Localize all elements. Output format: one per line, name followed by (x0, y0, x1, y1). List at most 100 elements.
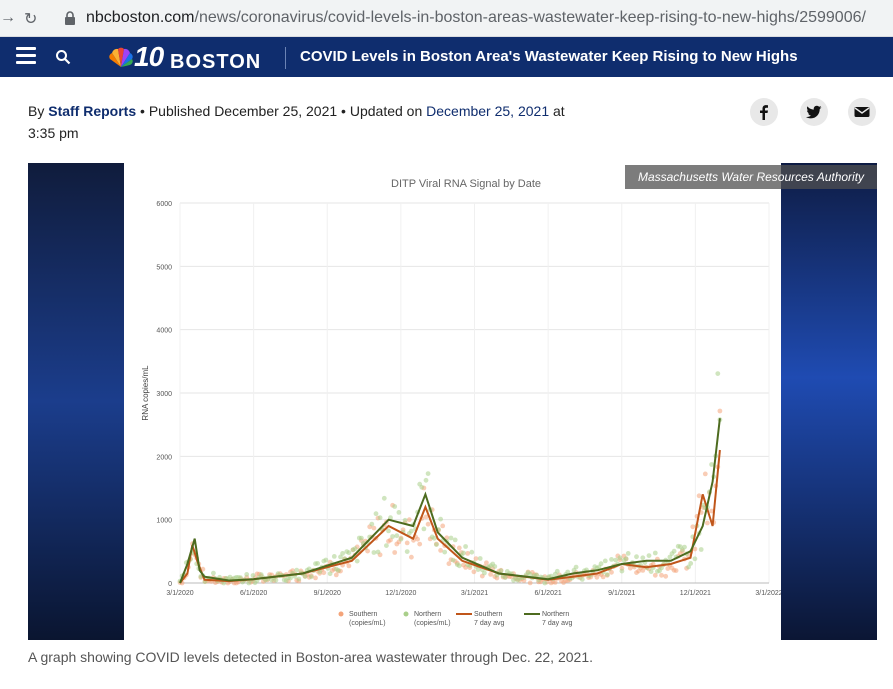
scatter-point (273, 577, 279, 583)
scatter-point (371, 525, 377, 531)
scatter-point (477, 556, 483, 561)
header-headline: COVID Levels in Boston Area's Wastewater… (300, 48, 798, 65)
scatter-point (409, 554, 414, 560)
scatter-point (702, 471, 708, 477)
scatter-point (327, 571, 333, 577)
scatter-point (527, 580, 533, 586)
scatter-point (336, 567, 341, 573)
article-byline: By Staff Reports • Published December 25… (28, 100, 588, 144)
url-path: /news/coronavirus/covid-levels-in-boston… (194, 9, 866, 26)
x-tick-label: 12/1/2021 (680, 590, 711, 597)
scatter-point (371, 550, 377, 555)
legend-marker (338, 611, 344, 617)
byline-published: • Published December 25, 2021 • Updated … (136, 103, 427, 119)
image-credit: Massachusetts Water Resources Authority (625, 165, 877, 189)
scatter-point (421, 526, 427, 532)
scatter-point (573, 564, 579, 570)
scatter-point (333, 572, 339, 578)
address-bar[interactable]: nbcboston.com/news/coronavirus/covid-lev… (86, 9, 866, 27)
scatter-point (542, 580, 548, 586)
scatter-point (452, 537, 458, 543)
scatter-point (640, 555, 646, 561)
logo-city: BOSTON (170, 51, 262, 73)
x-tick-label: 9/1/2021 (608, 590, 635, 597)
scatter-point (471, 569, 477, 575)
scatter-point (463, 544, 468, 549)
facebook-share-button[interactable] (750, 98, 778, 126)
scatter-point (359, 535, 364, 541)
y-tick-label: 2000 (156, 454, 172, 461)
scatter-point (692, 546, 698, 552)
scatter-point (302, 574, 308, 579)
x-tick-label: 9/1/2020 (314, 590, 341, 597)
scatter-point (652, 572, 658, 578)
scatter-point (431, 535, 437, 541)
legend-label: Northern (542, 611, 569, 618)
scatter-point (456, 563, 462, 569)
scatter-point (623, 556, 629, 561)
menu-icon[interactable] (16, 47, 36, 65)
scatter-point (609, 557, 614, 562)
scatter-point (456, 545, 462, 551)
scatter-point (671, 548, 677, 554)
scatter-point (406, 517, 412, 523)
scatter-point (440, 523, 446, 529)
y-tick-label: 1000 (156, 518, 172, 525)
scatter-point (375, 549, 381, 555)
scatter-point (696, 493, 702, 499)
email-share-button[interactable] (848, 98, 876, 126)
scatter-point (619, 568, 625, 574)
x-tick-label: 3/1/2020 (166, 590, 193, 597)
x-tick-label: 6/1/2020 (240, 590, 267, 597)
scatter-point (398, 536, 404, 542)
lock-icon (65, 11, 75, 25)
scatter-point (423, 514, 429, 520)
scatter-point (321, 570, 327, 576)
scatter-point (717, 408, 723, 414)
scatter-point (617, 555, 623, 561)
legend-label: Southern (474, 611, 503, 618)
facebook-icon (760, 105, 768, 120)
scatter-point (308, 574, 314, 580)
scatter-point (434, 542, 439, 547)
scatter-point (438, 516, 443, 522)
scatter-point (598, 561, 604, 567)
scatter-point (352, 546, 358, 552)
author-link[interactable]: Staff Reports (48, 103, 137, 119)
scatter-point (331, 554, 337, 559)
scatter-point (444, 535, 450, 541)
scatter-point (498, 568, 504, 574)
scatter-point (340, 551, 345, 556)
y-tick-label: 5000 (156, 264, 172, 271)
scatter-point (404, 540, 410, 546)
legend-label: Southern (349, 611, 378, 618)
article-hero-image: DITP Viral RNA Signal by Date RNA copies… (28, 163, 877, 640)
scatter-point (446, 561, 452, 567)
scatter-point (634, 554, 639, 560)
scatter-point (450, 557, 456, 563)
chart-card: DITP Viral RNA Signal by Date RNA copies… (124, 163, 783, 640)
search-icon[interactable] (55, 49, 71, 65)
reload-icon[interactable]: ↻ (24, 11, 38, 28)
y-tick-label: 6000 (156, 201, 172, 208)
scatter-point (415, 536, 420, 542)
scatter-point (461, 550, 466, 556)
url-host: nbcboston.com (86, 9, 195, 26)
scatter-point (244, 572, 250, 577)
scatter-point (423, 477, 429, 483)
scatter-point (673, 568, 679, 573)
scatter-point (594, 574, 600, 580)
scatter-point (369, 521, 375, 527)
scatter-point (648, 569, 654, 574)
header-divider (285, 47, 286, 69)
nbc-boston-logo[interactable]: 10 BOSTON (108, 41, 268, 73)
scatter-point (419, 484, 425, 490)
series-line (179, 418, 721, 584)
scatter-point (492, 564, 498, 569)
scatter-point (315, 561, 320, 566)
forward-icon[interactable]: → (0, 9, 16, 26)
twitter-share-button[interactable] (800, 98, 828, 126)
scatter-point (338, 554, 343, 560)
hero-background-left (28, 163, 128, 640)
scatter-point (396, 510, 402, 515)
